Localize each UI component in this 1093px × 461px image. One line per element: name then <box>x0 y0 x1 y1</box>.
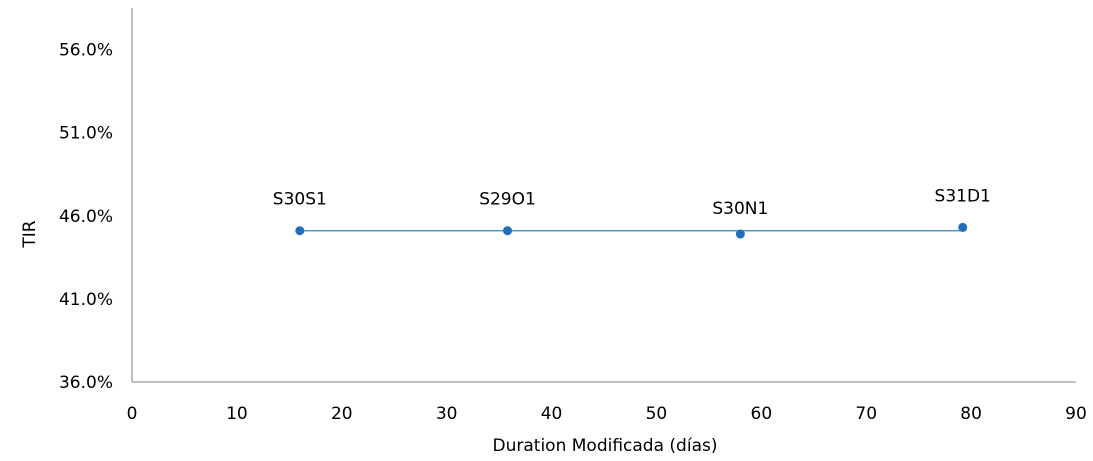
y-tick-label: 51.0% <box>59 124 113 144</box>
x-tick-label: 90 <box>1065 404 1087 424</box>
data-point <box>958 222 968 232</box>
axes <box>131 8 1076 383</box>
y-tick-label: 56.0% <box>59 41 113 61</box>
x-tick-label: 60 <box>751 404 773 424</box>
data-label: S30S1 <box>273 190 327 210</box>
x-tick-label: 40 <box>541 404 563 424</box>
x-tick-label: 20 <box>331 404 353 424</box>
x-tick-label: 70 <box>855 404 877 424</box>
x-tick-label: 0 <box>127 404 138 424</box>
data-points <box>295 222 968 239</box>
y-tick-label: 41.0% <box>59 290 113 310</box>
data-label: S29O1 <box>479 190 536 210</box>
data-point <box>295 226 305 236</box>
data-label: S30N1 <box>712 199 768 219</box>
x-tick-label: 30 <box>436 404 458 424</box>
data-point <box>503 226 513 236</box>
x-tick-label: 80 <box>960 404 982 424</box>
data-point <box>735 229 745 239</box>
y-tick-label: 46.0% <box>59 207 113 227</box>
x-axis-title: Duration Modificada (días) <box>493 436 718 456</box>
x-tick-label: 10 <box>226 404 248 424</box>
y-axis-title: TIR <box>20 220 40 248</box>
data-label: S31D1 <box>935 186 991 206</box>
tick-labels: 0 10 20 30 40 50 60 70 80 90 36.0% 41.0% 46.0% 51.0% 5… <box>59 41 1087 424</box>
y-tick-label: 36.0% <box>59 373 113 393</box>
x-tick-label: 50 <box>646 404 668 424</box>
data-labels: S30S1 S29O1 S30N1 S31D1 <box>273 186 991 219</box>
